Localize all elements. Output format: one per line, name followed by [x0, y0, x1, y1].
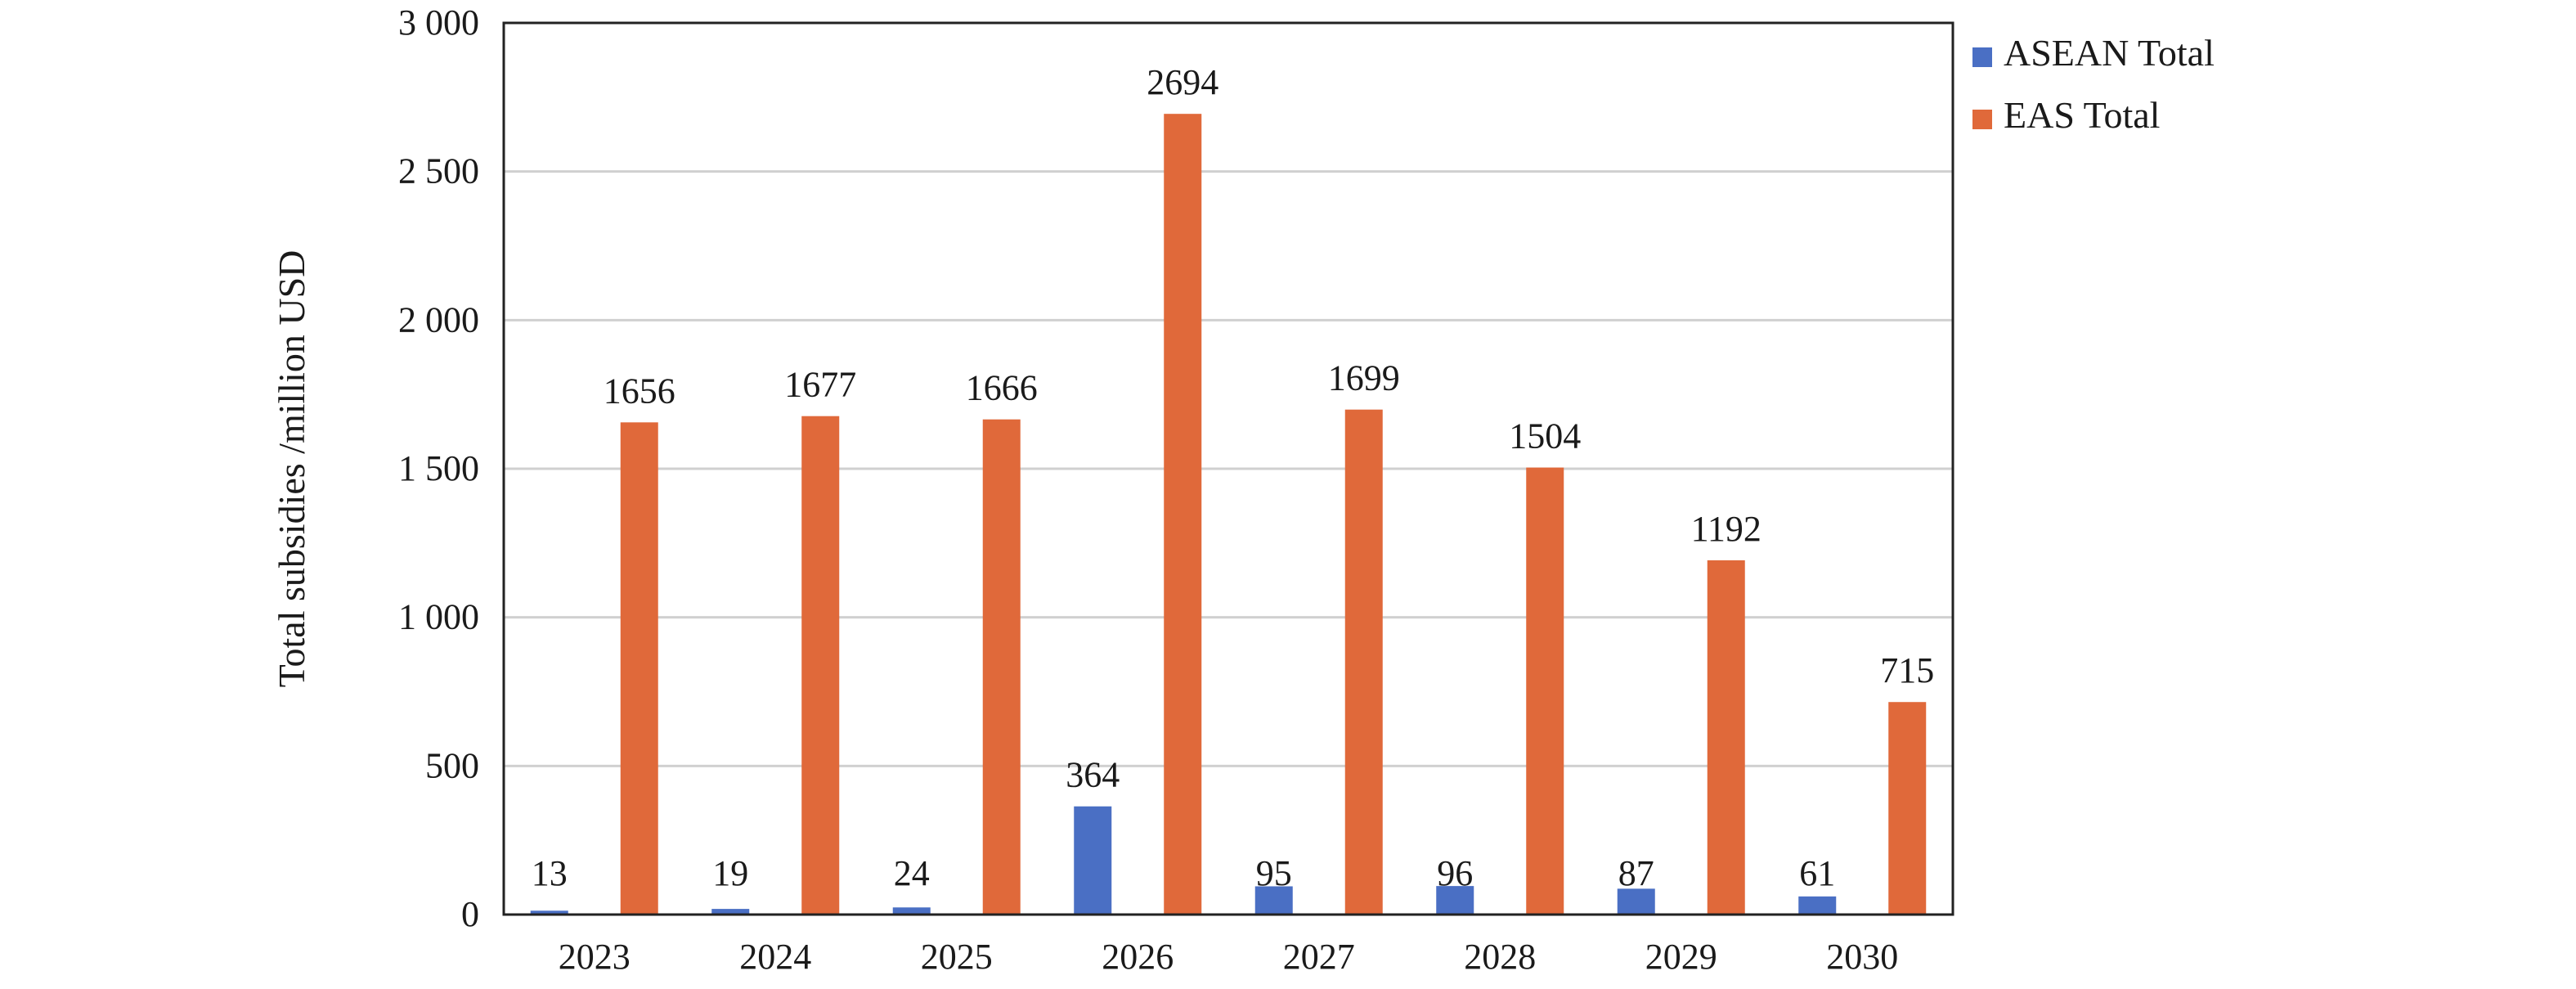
legend-swatch: [1972, 110, 1992, 129]
x-tick-label: 2024: [739, 937, 811, 977]
bar-asean-total: [1436, 886, 1474, 915]
legend: ASEAN Total EAS Total: [1972, 32, 2215, 136]
bars: [530, 114, 1927, 915]
y-tick-label: 2 500: [398, 151, 479, 191]
bar-eas-total: [1164, 114, 1202, 915]
plot-border: [502, 21, 1954, 916]
legend-label: ASEAN Total: [2004, 32, 2215, 74]
bar-eas-total: [1344, 409, 1383, 915]
data-label: 2694: [1147, 62, 1218, 102]
x-tick-label: 2030: [1826, 937, 1898, 977]
data-label: 1192: [1691, 509, 1761, 549]
x-tick-label: 2028: [1464, 937, 1536, 977]
data-label: 1677: [784, 365, 856, 405]
y-axis-ticks: 0 500 1 000 1 500 2 000 2 500 3 000: [398, 2, 479, 934]
bar-eas-total: [982, 419, 1021, 915]
data-label: 13: [532, 853, 568, 893]
x-tick-label: 2029: [1645, 937, 1717, 977]
y-tick-label: 3 000: [398, 2, 479, 43]
bar-eas-total: [620, 422, 658, 915]
data-label: 715: [1880, 650, 1934, 690]
bar-asean-total: [1798, 896, 1837, 915]
data-label: 1656: [604, 371, 675, 411]
x-tick-label: 2027: [1283, 937, 1355, 977]
x-axis-ticks: 2023 2024 2025 2026 2027 2028 2029 2030: [559, 937, 1899, 977]
y-tick-label: 500: [425, 745, 479, 785]
y-axis-title: Total subsidies /million USD: [271, 250, 312, 688]
data-label: 1666: [966, 368, 1038, 408]
data-label: 1504: [1509, 416, 1581, 456]
data-label: 96: [1437, 853, 1473, 893]
y-tick-label: 1 500: [398, 448, 479, 488]
bar-eas-total: [1707, 560, 1745, 915]
x-tick-label: 2025: [921, 937, 993, 977]
bar-asean-total: [711, 909, 750, 915]
bar-asean-total: [892, 907, 931, 915]
bar-asean-total: [1617, 888, 1655, 915]
bar-eas-total: [801, 416, 840, 915]
x-tick-label: 2023: [559, 937, 631, 977]
data-label: 1699: [1328, 358, 1400, 398]
bar-asean-total: [530, 910, 568, 915]
y-tick-label: 2 000: [398, 299, 479, 339]
bar-asean-total: [1254, 886, 1293, 915]
data-label: 95: [1256, 853, 1292, 893]
data-label: 19: [712, 853, 748, 893]
x-tick-label: 2026: [1102, 937, 1174, 977]
y-tick-label: 0: [461, 894, 479, 934]
data-label: 24: [894, 853, 930, 893]
y-tick-label: 1 000: [398, 597, 479, 637]
data-label: 364: [1066, 755, 1120, 795]
legend-label: EAS Total: [2004, 94, 2160, 136]
bar-eas-total: [1526, 467, 1564, 915]
bar-eas-total: [1888, 702, 1927, 915]
data-labels: 13 19 24 364 95 96 87 61 1656 1677 1666 2694 1699 150…: [532, 62, 1935, 893]
data-label: 87: [1618, 853, 1654, 893]
data-label: 61: [1799, 853, 1835, 893]
plot-frame: [502, 21, 1954, 916]
legend-swatch: [1972, 47, 1992, 67]
bar-asean-total: [1074, 806, 1112, 915]
